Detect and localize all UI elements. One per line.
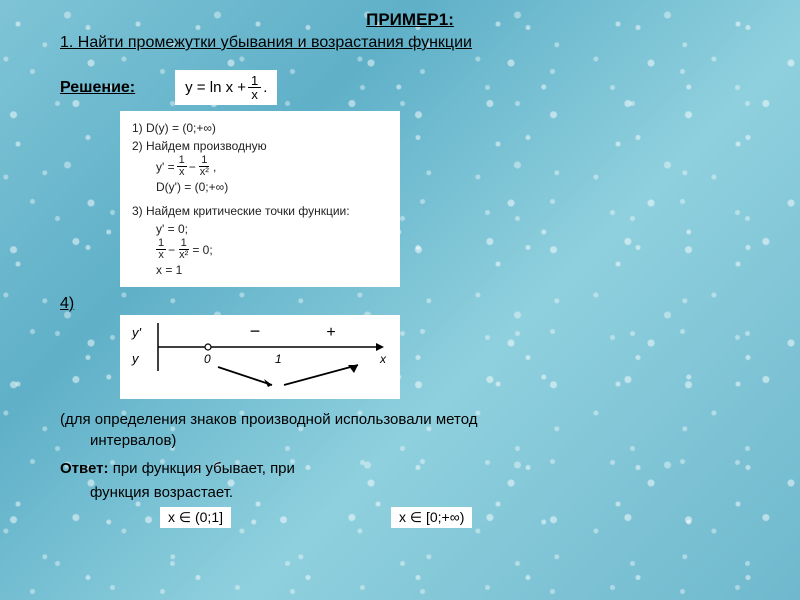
step-2-domain: D(y') = (0;+∞) [156,178,388,196]
interval-1: x ∈ (0;1] [160,507,231,528]
solution-label: Решение: [60,79,135,97]
step-3-eq2: 1 x − 1 x² = 0; [156,238,388,261]
task-statement: 1. Найти промежутки убывания и возрастан… [60,34,760,52]
answer-part-2: функция возрастает. [60,484,233,501]
s2-frac2: 1 x² [198,155,211,178]
sign-diagram: y' y x 0 1− + [120,315,400,399]
svg-text:+: + [326,324,335,341]
answer-part-1: при функция убывает, при [113,460,295,477]
step-2: 2) Найдем производную [132,137,388,155]
sign-diagram-svg: y' y x 0 1− + [124,319,396,395]
svg-text:−: − [250,321,261,341]
svg-text:0: 0 [204,352,211,366]
steps-box: 1) D(y) = (0;+∞) 2) Найдем производную y… [120,111,400,287]
interval-row: x ∈ (0;1] x ∈ [0;+∞) [160,507,760,528]
frac-den: x [248,88,261,101]
svg-text:y: y [131,351,140,366]
s3-suffix: = 0; [192,241,212,259]
s3-mid: − [168,241,175,259]
s2-prefix: y' = [156,158,175,176]
step-3-eq3: x = 1 [156,261,388,279]
step-4-label: 4) [60,295,760,313]
formula-fraction: 1 x [248,74,261,101]
svg-text:1: 1 [275,352,282,366]
s3-frac2: 1 x² [177,238,190,261]
step-3-eq1: y' = 0; [156,220,388,238]
slide-content: ПРИМЕР1: 1. Найти промежутки убывания и … [0,0,800,538]
s2-suffix: , [213,158,216,176]
solution-row: Решение: y = ln x + 1 x . [60,70,760,105]
s2-mid: − [189,158,196,176]
formula-prefix: y = ln x + [185,79,246,96]
note-line-1: (для определения знаков производной испо… [60,411,477,428]
frac-num: 1 [248,74,261,88]
svg-text:y': y' [131,325,142,340]
example-title: ПРИМЕР1: [60,10,760,30]
svg-text:x: x [379,352,387,366]
method-note: (для определения знаков производной испо… [60,409,760,451]
step-1: 1) D(y) = (0;+∞) [132,119,388,137]
main-formula: y = ln x + 1 x . [175,70,277,105]
formula-suffix: . [263,79,267,96]
note-line-2: интервалов) [60,432,176,449]
step-3: 3) Найдем критические точки функции: [132,202,388,220]
answer-block: Ответ: при функция убывает, при функция … [60,457,760,505]
answer-label: Ответ: [60,460,109,477]
s3-frac1: 1 x [156,238,166,261]
step-2-formula: y' = 1 x − 1 x² , [156,155,388,178]
s2-frac1: 1 x [177,155,187,178]
interval-2: x ∈ [0;+∞) [391,507,472,528]
